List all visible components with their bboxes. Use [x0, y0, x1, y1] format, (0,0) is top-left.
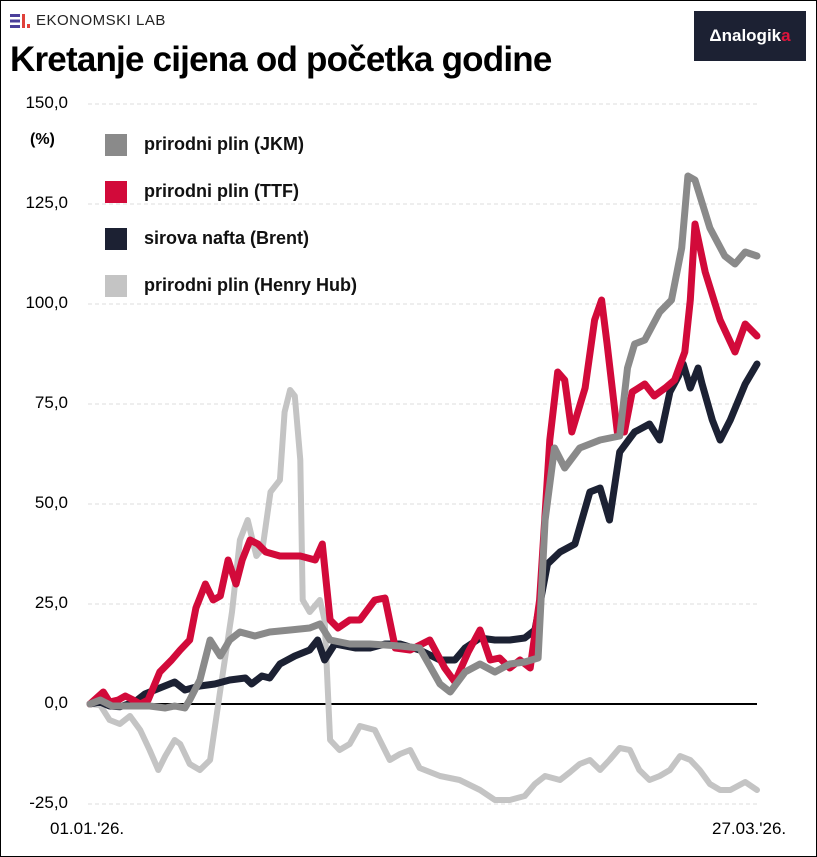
- legend-item-henry-hub: prirodni plin (Henry Hub): [105, 262, 357, 309]
- y-tick-label: 100,0: [25, 293, 68, 312]
- legend-swatch: [105, 133, 127, 156]
- series-line-prirodni-plin-henry-hub: [87, 387, 760, 803]
- y-tick-label: 150,0: [25, 93, 68, 112]
- y-tick-label: 125,0: [25, 193, 68, 212]
- legend-label: sirova nafta (Brent): [144, 228, 310, 248]
- ekonomski-lab-logo-icon: [10, 13, 30, 28]
- legend: prirodni plin (JKM) prirodni plin (TTF) …: [105, 121, 357, 309]
- legend-swatch: [105, 180, 127, 203]
- y-tick-label: 25,0: [34, 593, 68, 612]
- legend-label: prirodni plin (TTF): [144, 181, 299, 201]
- legend-label: prirodni plin (Henry Hub): [144, 275, 357, 295]
- brand-name: EKONOMSKI LAB: [36, 12, 166, 29]
- logo-accent: a: [781, 26, 791, 45]
- y-tick-label: -25,0: [29, 793, 68, 812]
- y-tick-label: 0,0: [44, 693, 68, 712]
- legend-item-ttf: prirodni plin (TTF): [105, 168, 357, 215]
- legend-item-jkm: prirodni plin (JKM): [105, 121, 357, 168]
- legend-item-brent: sirova nafta (Brent): [105, 215, 357, 262]
- x-tick-start: 01.01.'26.: [50, 819, 125, 838]
- legend-label: prirodni plin (JKM): [144, 134, 304, 154]
- x-tick-end: 27.03.'26.: [712, 819, 787, 838]
- y-tick-label: 75,0: [34, 393, 68, 412]
- y-tick-label: 50,0: [34, 493, 68, 512]
- ekonomski-lab-brand: EKONOMSKI LAB: [10, 12, 166, 29]
- logo-delta: Δ: [709, 26, 722, 45]
- chart-title: Kretanje cijena od početka godine: [10, 40, 552, 79]
- logo-text: nalogik: [721, 26, 782, 45]
- series-line-prirodni-plin-jkm: [86, 172, 761, 712]
- legend-swatch: [105, 227, 127, 250]
- legend-swatch: [105, 274, 127, 297]
- y-axis-unit: (%): [30, 131, 55, 148]
